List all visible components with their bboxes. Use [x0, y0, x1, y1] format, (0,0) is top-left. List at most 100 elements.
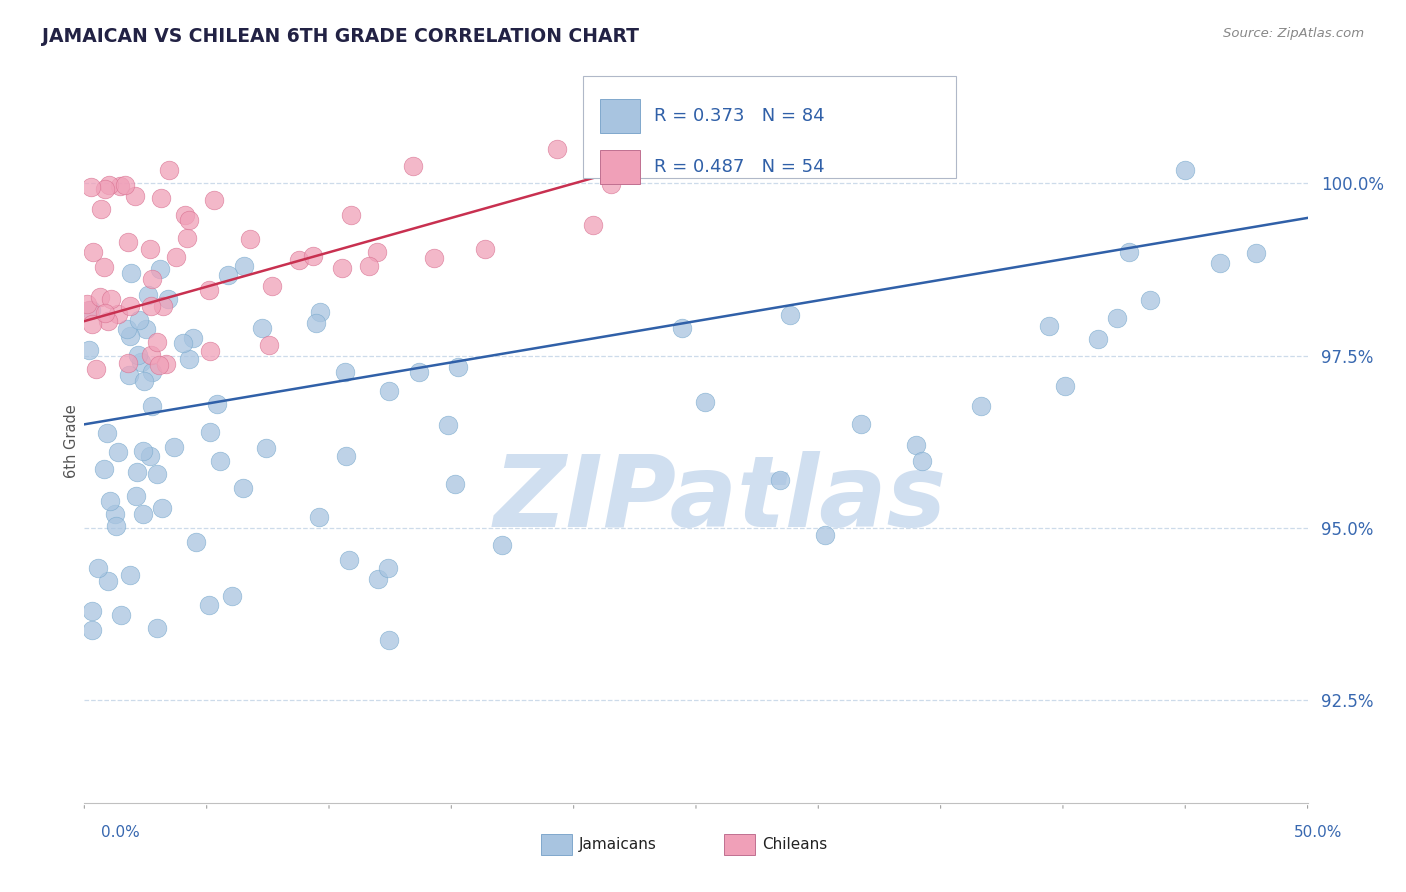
Point: [197, 598, 219, 612]
Point: [172, 335, 194, 350]
Point: [156, 293, 179, 307]
Point: [779, 309, 801, 323]
Point: [127, 348, 149, 362]
Point: [695, 394, 717, 409]
Point: [337, 553, 360, 567]
Point: [100, 292, 122, 306]
Point: [129, 355, 152, 369]
Point: [252, 321, 274, 335]
Point: [330, 261, 353, 276]
Point: [600, 177, 623, 191]
Point: [114, 178, 136, 193]
Point: [1209, 256, 1232, 270]
Point: [198, 344, 221, 359]
Point: [1105, 310, 1128, 325]
Point: [115, 322, 138, 336]
Point: [118, 299, 141, 313]
Point: [366, 244, 388, 259]
Point: [423, 251, 446, 265]
Point: [155, 357, 177, 371]
Point: [139, 242, 162, 256]
Point: [104, 519, 127, 533]
Point: [76, 297, 98, 311]
Point: [205, 397, 228, 411]
Point: [179, 352, 201, 367]
Point: [1087, 332, 1109, 346]
Point: [80, 179, 103, 194]
Point: [1174, 162, 1197, 177]
Text: JAMAICAN VS CHILEAN 6TH GRADE CORRELATION CHART: JAMAICAN VS CHILEAN 6TH GRADE CORRELATIO…: [42, 27, 640, 45]
Point: [591, 155, 613, 169]
Point: [89, 290, 111, 304]
Point: [104, 507, 127, 521]
Point: [239, 232, 262, 246]
Point: [146, 621, 169, 635]
Point: [141, 365, 163, 379]
Point: [128, 313, 150, 327]
Point: [139, 348, 162, 362]
Point: [437, 418, 460, 433]
Point: [77, 302, 100, 317]
Point: [474, 242, 496, 256]
Point: [107, 308, 129, 322]
Point: [148, 358, 170, 372]
Point: [84, 361, 107, 376]
Point: [1118, 244, 1140, 259]
Point: [184, 534, 207, 549]
Point: [146, 467, 169, 481]
Y-axis label: 6th Grade: 6th Grade: [63, 405, 79, 478]
Point: [82, 317, 104, 331]
Point: [118, 568, 141, 582]
Point: [217, 268, 239, 283]
Point: [257, 338, 280, 352]
Point: [135, 322, 157, 336]
Point: [141, 271, 163, 285]
Point: [107, 445, 129, 459]
Point: [339, 209, 361, 223]
Point: [136, 288, 159, 302]
Point: [849, 417, 872, 431]
Text: R = 0.373   N = 84: R = 0.373 N = 84: [654, 107, 824, 125]
Point: [150, 500, 173, 515]
Text: 50.0%: 50.0%: [1295, 825, 1343, 840]
Point: [179, 213, 201, 227]
Point: [163, 440, 186, 454]
Point: [262, 279, 284, 293]
Point: [491, 538, 513, 552]
Point: [1139, 293, 1161, 307]
Point: [134, 375, 156, 389]
Point: [120, 266, 142, 280]
Point: [98, 178, 121, 193]
Point: [149, 262, 172, 277]
Point: [77, 343, 100, 357]
Point: [82, 245, 104, 260]
Point: [117, 235, 139, 249]
Point: [110, 608, 132, 623]
Text: Source: ZipAtlas.com: Source: ZipAtlas.com: [1223, 27, 1364, 40]
Point: [232, 259, 254, 273]
Point: [117, 356, 139, 370]
Point: [447, 360, 470, 375]
Point: [97, 314, 120, 328]
Point: [173, 208, 195, 222]
Point: [87, 561, 110, 575]
Point: [132, 507, 155, 521]
Point: [98, 493, 121, 508]
Text: R = 0.487   N = 54: R = 0.487 N = 54: [654, 158, 824, 176]
Point: [308, 510, 330, 524]
Point: [202, 193, 225, 207]
Point: [308, 305, 330, 319]
Point: [125, 489, 148, 503]
Point: [671, 320, 693, 334]
Point: [90, 202, 112, 216]
Point: [198, 283, 221, 297]
Point: [80, 302, 103, 317]
Point: [443, 477, 465, 491]
Point: [80, 604, 103, 618]
Point: [139, 299, 162, 313]
Point: [118, 368, 141, 383]
Point: [146, 334, 169, 349]
Point: [93, 305, 115, 319]
Point: [221, 589, 243, 603]
Point: [94, 182, 117, 196]
